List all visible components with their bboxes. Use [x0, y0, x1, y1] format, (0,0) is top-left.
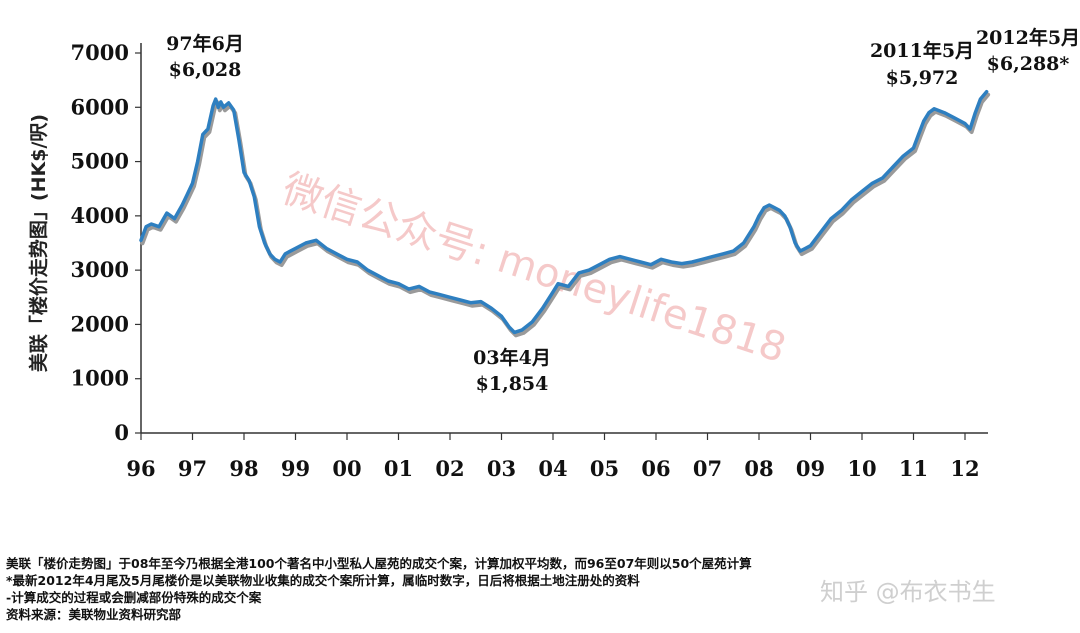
y-axis-label: 美联「楼价走势图」(HK$/呎) — [27, 114, 50, 372]
watermark-text: 微信公众号: moneylife1818 — [277, 166, 791, 372]
x-tick-label: 99 — [281, 456, 310, 481]
footnote-line: -计算成交的过程或会删减部份特殊的成交个案 — [6, 590, 262, 605]
annotation-price: $6,028 — [169, 59, 242, 81]
x-tick-label: 00 — [332, 456, 361, 481]
annotation-date: 2011年5月 — [870, 39, 974, 62]
annotation-price: $5,972 — [886, 67, 959, 89]
x-tick-label: 07 — [693, 456, 722, 481]
x-tick-label: 03 — [487, 456, 516, 481]
footnote-line: 美联「楼价走势图」于08年至今乃根据全港100个著名中小型私人屋苑的成交个案，计… — [6, 556, 752, 571]
annotation-price: $1,854 — [476, 373, 549, 395]
annotation-date: 97年6月 — [166, 32, 244, 55]
x-tick-label: 96 — [126, 456, 155, 481]
annotation-date: 03年4月 — [473, 346, 551, 369]
zhihu-watermark: 知乎 @布衣书生 — [820, 578, 996, 606]
x-tick-label: 05 — [590, 456, 619, 481]
x-tick-label: 09 — [796, 456, 825, 481]
x-tick-label: 06 — [641, 456, 670, 481]
x-tick-label: 01 — [384, 456, 413, 481]
x-tick-label: 10 — [847, 456, 876, 481]
x-tick-label: 04 — [538, 456, 567, 481]
y-tick-label: 6000 — [71, 94, 129, 119]
x-tick-label: 98 — [229, 456, 258, 481]
price-trend-chart: 微信公众号: moneylife1818 0100020003000400050… — [27, 26, 1080, 481]
annotation-price: $6,288* — [987, 53, 1070, 75]
footnotes: 美联「楼价走势图」于08年至今乃根据全港100个著名中小型私人屋苑的成交个案，计… — [6, 555, 1076, 623]
x-tick-label: 02 — [435, 456, 464, 481]
y-tick-label: 3000 — [71, 257, 129, 282]
y-tick-label: 0 — [114, 420, 129, 445]
series-line — [139, 89, 989, 335]
y-tick-label: 2000 — [71, 311, 129, 336]
x-tick-label: 97 — [178, 456, 207, 481]
x-tick-label: 11 — [899, 456, 928, 481]
y-tick-label: 1000 — [71, 366, 129, 391]
annotation-date: 2012年5月 — [976, 26, 1080, 49]
x-tick-label: 08 — [744, 456, 773, 481]
y-tick-label: 5000 — [71, 149, 129, 174]
x-tick-label: 12 — [950, 456, 979, 481]
source-note: 资料来源：美联物业资料研究部 — [6, 607, 182, 622]
y-tick-label: 4000 — [71, 203, 129, 228]
y-tick-label: 7000 — [71, 40, 129, 65]
footnote-line: *最新2012年4月尾及5月尾楼价是以美联物业收集的成交个案所计算，属临时数字，… — [6, 573, 640, 588]
